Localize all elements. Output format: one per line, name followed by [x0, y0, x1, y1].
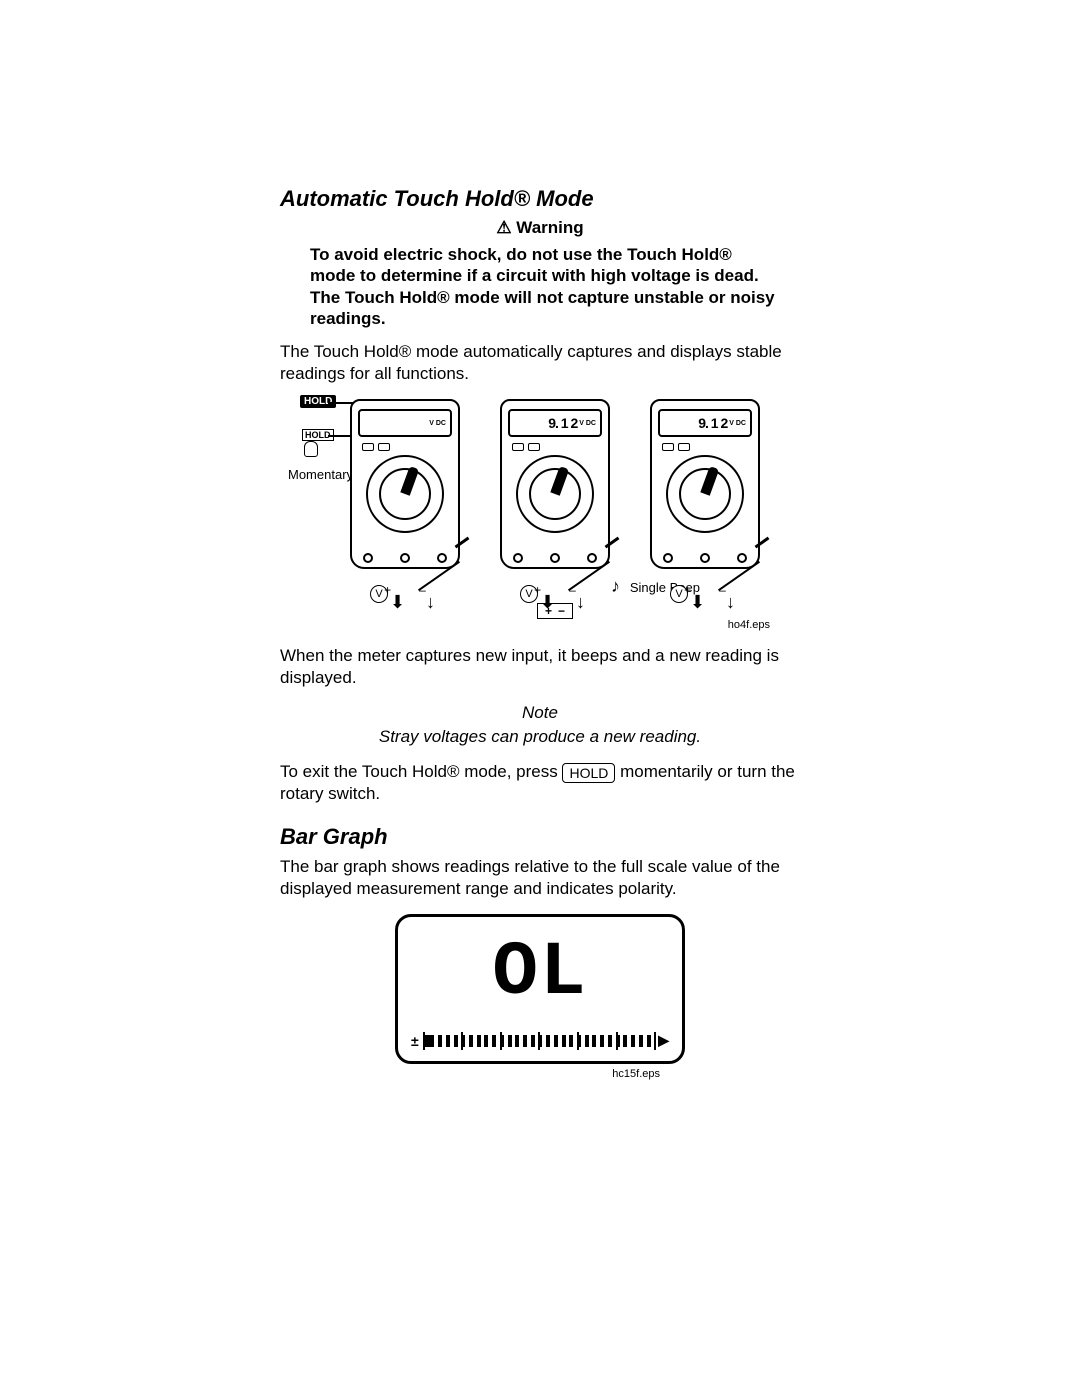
- lcd-pm: ±: [411, 1033, 419, 1049]
- meter-buttons-2: [512, 443, 540, 451]
- meter-buttons-3: [662, 443, 690, 451]
- figure1-caption: ho4f.eps: [280, 619, 770, 631]
- section-title-touch-hold: Automatic Touch Hold® Mode: [280, 186, 800, 212]
- meter-dial-1: [366, 455, 444, 533]
- unit-3: V DC: [729, 420, 746, 427]
- warning-title: ⚠ Warning: [280, 218, 800, 238]
- lcd-ol-text: OL: [395, 930, 685, 1016]
- minus-3: –: [719, 583, 726, 597]
- down-arrow-1a: ⬇: [390, 593, 405, 611]
- meter-screen-1: V DC: [358, 409, 452, 437]
- meter-screen-2: 9. 1 2 V DC: [508, 409, 602, 437]
- exit-text: To exit the Touch Hold® mode, press HOLD…: [280, 761, 800, 805]
- battery-icon: +−: [537, 603, 573, 619]
- lcd-bar: ± ▶: [411, 1032, 669, 1050]
- reading-2: 9. 1 2: [548, 415, 577, 431]
- reading-3: 9. 1 2: [698, 415, 727, 431]
- down-arrow-3b: ↓: [726, 593, 735, 611]
- down-arrow-1b: ↓: [426, 593, 435, 611]
- bar-graph-body: The bar graph shows readings relative to…: [280, 856, 800, 900]
- minus-2: –: [569, 583, 576, 597]
- down-arrow-2b: ↓: [576, 593, 585, 611]
- touch-hold-figure: HOLD HOLD Momentary V DC V + – ⬇ ↓: [300, 399, 800, 609]
- meter-terminals-2: [500, 553, 610, 563]
- screen-unit-1: V DC: [429, 420, 446, 427]
- momentary-label: Momentary: [288, 467, 353, 482]
- unit-2: V DC: [579, 420, 596, 427]
- beep-note-icon: ♪: [611, 576, 620, 597]
- section-title-bar-graph: Bar Graph: [280, 824, 800, 850]
- warning-body: To avoid electric shock, do not use the …: [310, 244, 780, 329]
- finger-press-icon: [304, 441, 318, 457]
- meter-dial-2: [516, 455, 594, 533]
- figure2-caption: hc15f.eps: [280, 1068, 660, 1080]
- note-body: Stray voltages can produce a new reading…: [280, 727, 800, 747]
- meter-buttons-1: [362, 443, 390, 451]
- meter-dial-3: [666, 455, 744, 533]
- lcd-tri: ▶: [658, 1032, 669, 1049]
- meter-terminals-3: [650, 553, 760, 563]
- hold-key: HOLD: [562, 763, 615, 783]
- down-arrow-3a: ⬇: [690, 593, 705, 611]
- meter-screen-3: 9. 1 2 V DC: [658, 409, 752, 437]
- after-figure-text: When the meter captures new input, it be…: [280, 645, 800, 689]
- minus-1: –: [419, 583, 426, 597]
- intro-text: The Touch Hold® mode automatically captu…: [280, 341, 800, 385]
- exit-pre: To exit the Touch Hold® mode, press: [280, 762, 562, 781]
- bar-ticks: [423, 1032, 655, 1050]
- meter-terminals-1: [350, 553, 460, 563]
- note-label: Note: [280, 703, 800, 723]
- bar-graph-figure: OL ± ▶: [395, 914, 685, 1064]
